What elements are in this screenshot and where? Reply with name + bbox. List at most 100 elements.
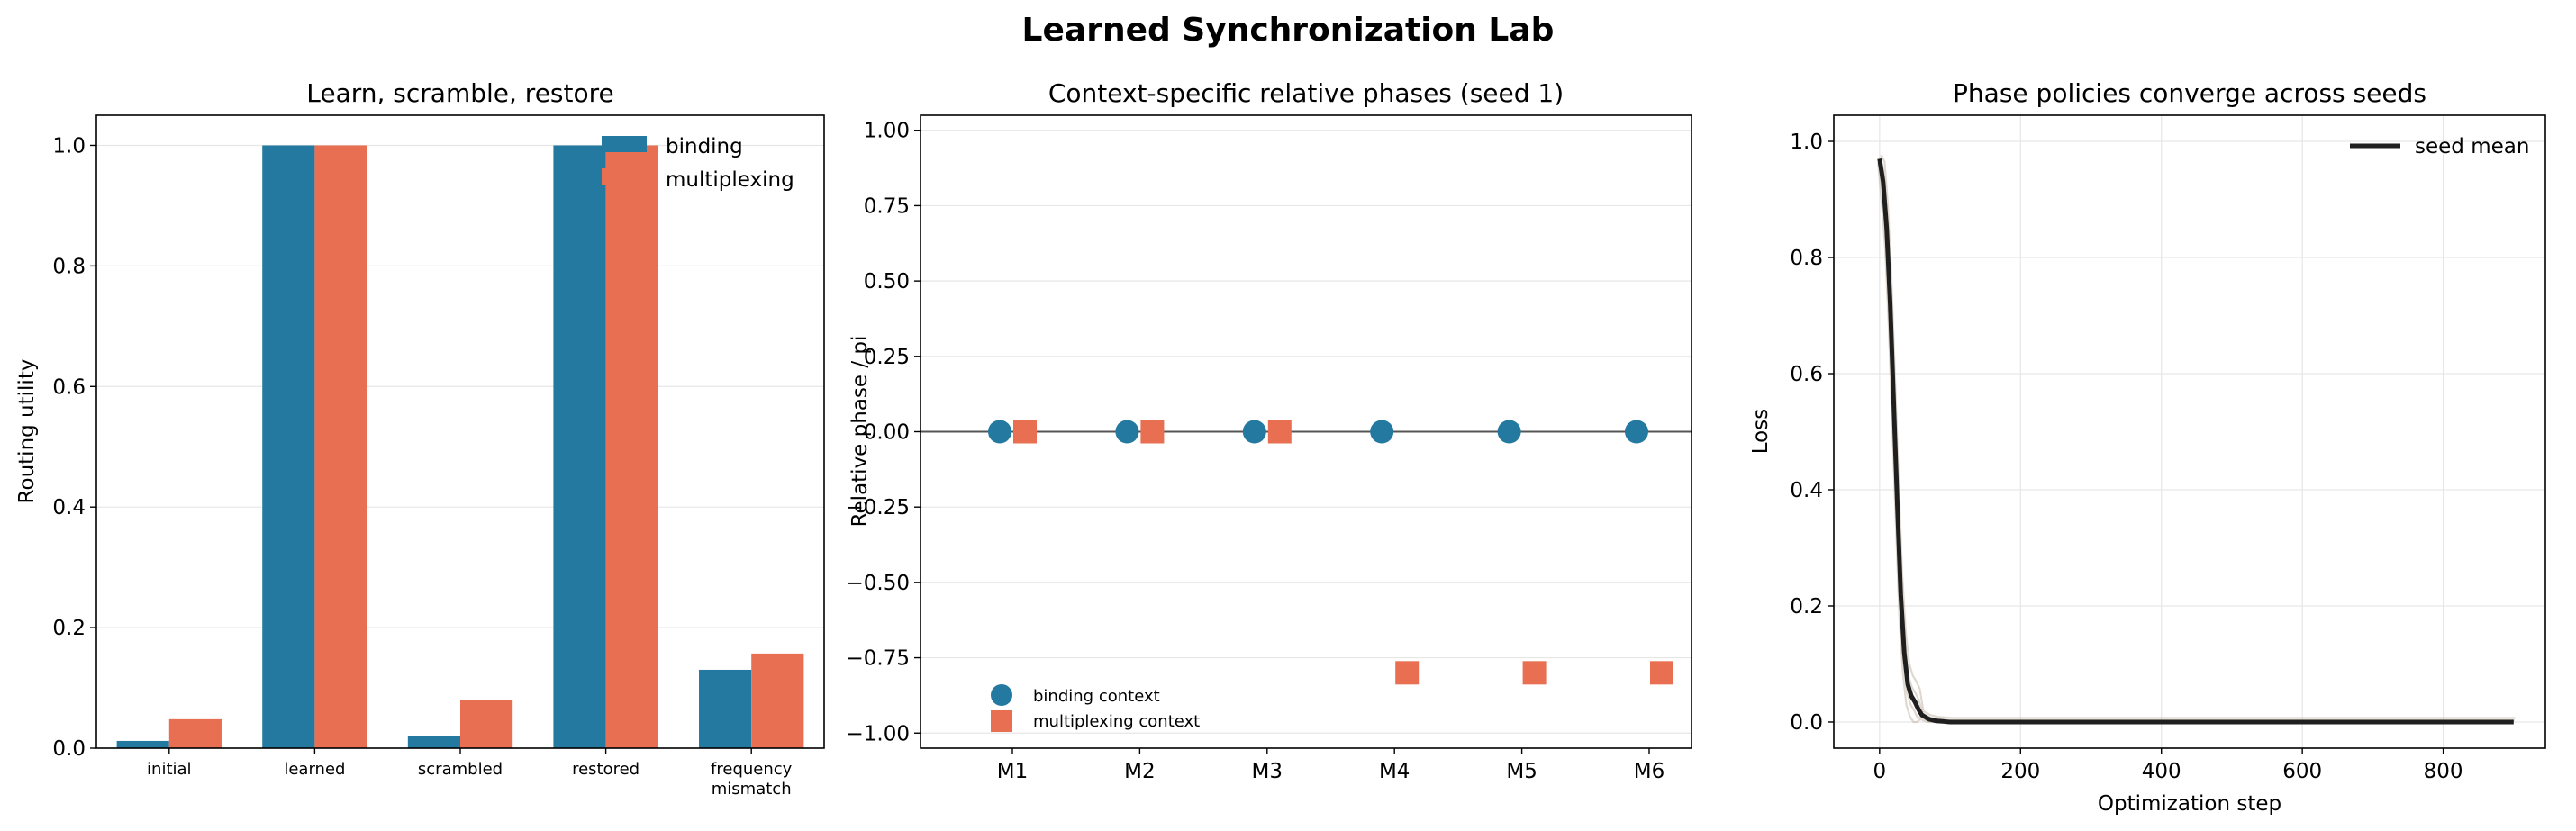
p1-ytick-label: 0.8 xyxy=(52,255,86,278)
p1-ytick-label: 0.4 xyxy=(52,496,86,519)
p2-legend-marker-multiplexing xyxy=(991,710,1012,732)
p2-ytick-label: −1.00 xyxy=(847,722,910,745)
p3-xtick-label: 200 xyxy=(2000,760,2040,783)
bar-multiplexing xyxy=(314,145,367,748)
p3-xtick-label: 0 xyxy=(1873,760,1887,783)
p1-y-ticks: 0.0 0.2 0.4 0.6 0.8 1.0 xyxy=(52,134,96,761)
bar-binding xyxy=(553,145,606,748)
bar-multiplexing xyxy=(605,145,658,748)
point-binding-context xyxy=(1115,420,1139,444)
p1-ytick-label: 0.0 xyxy=(52,737,86,761)
point-binding-context xyxy=(1242,420,1266,444)
p1-xtick-label: scrambled xyxy=(418,760,503,779)
figure-title: Learned Synchronization Lab xyxy=(1022,12,1555,49)
p2-xtick-label: M2 xyxy=(1124,760,1155,783)
p2-xtick-label: M6 xyxy=(1634,760,1664,783)
panel-routing-utility: 0.0 0.2 0.4 0.6 0.8 1.0 initial learned scrambl… xyxy=(15,78,825,799)
seed-trace xyxy=(1878,160,2514,724)
p1-legend-swatch-binding xyxy=(602,136,647,152)
p1-ylabel: Routing utility xyxy=(15,359,39,504)
p2-legend: binding context multiplexing context xyxy=(991,684,1200,732)
p3-ytick-label: 1.0 xyxy=(1790,131,1823,154)
p2-xtick-label: M4 xyxy=(1379,760,1410,783)
panel-relative-phases: 1.00 0.75 0.50 0.25 0.00 −0.25 −0.50 −0.75 −1.00… xyxy=(847,78,1692,783)
p3-seed-mean-line xyxy=(1877,158,2514,725)
p1-axes-frame xyxy=(95,114,825,749)
p2-xtick-label: M5 xyxy=(1506,760,1537,783)
point-binding-context xyxy=(988,420,1011,444)
seed-trace xyxy=(1880,154,2516,719)
point-binding-context xyxy=(1497,420,1521,444)
point-multiplexing-context xyxy=(1267,420,1292,444)
p2-ytick-label: 0.25 xyxy=(864,346,910,369)
point-multiplexing-context xyxy=(1013,420,1037,444)
point-binding-context xyxy=(1625,420,1648,444)
p3-legend: seed mean xyxy=(2350,135,2529,158)
panel-loss-convergence: 0.0 0.2 0.4 0.6 0.8 1.0 0 200 400 600 800 Phase p… xyxy=(1749,78,2546,816)
p1-legend-label-binding: binding xyxy=(666,135,743,158)
p2-legend-marker-binding xyxy=(991,684,1012,706)
p1-xtick-label: learned xyxy=(284,760,345,779)
p1-xtick-label: mismatch xyxy=(712,780,792,799)
bar-binding xyxy=(262,145,315,748)
p3-xtick-label: 600 xyxy=(2282,760,2322,783)
p2-ytick-label: 0.50 xyxy=(864,270,910,294)
p3-xlabel: Optimization step xyxy=(2098,792,2281,816)
p1-bars xyxy=(116,145,804,748)
p3-x-ticks: 0 200 400 600 800 xyxy=(1873,748,2463,783)
p3-ytick-label: 0.8 xyxy=(1790,247,1823,270)
p2-xtick-label: M3 xyxy=(1252,760,1283,783)
p3-ylabel: Loss xyxy=(1749,409,1773,454)
p2-xtick-label: M1 xyxy=(997,760,1028,783)
p3-ytick-label: 0.6 xyxy=(1790,363,1823,386)
p3-ytick-label: 0.2 xyxy=(1790,595,1823,619)
p1-ytick-label: 0.6 xyxy=(52,375,86,399)
seed-trace xyxy=(1879,157,2515,722)
p2-ytick-label: 0.00 xyxy=(864,421,910,445)
p2-title: Context-specific relative phases (seed 1… xyxy=(1048,78,1564,108)
p2-ytick-label: 1.00 xyxy=(864,120,910,143)
p2-y-ticks: 1.00 0.75 0.50 0.25 0.00 −0.25 −0.50 −0.75 −1.00 xyxy=(847,120,921,745)
point-multiplexing-context xyxy=(1650,661,1673,685)
p3-gridlines xyxy=(1834,115,2545,748)
p1-xtick-label: restored xyxy=(572,760,639,779)
p3-ytick-label: 0.0 xyxy=(1790,711,1823,735)
p1-ytick-label: 0.2 xyxy=(52,617,86,640)
p1-gridlines xyxy=(96,144,824,749)
p1-x-ticks: initial learned scrambled restored frequency… xyxy=(147,748,793,799)
p3-title: Phase policies converge across seeds xyxy=(1953,78,2426,108)
seed-trace xyxy=(1877,162,2513,724)
p3-xtick-label: 800 xyxy=(2424,760,2463,783)
point-multiplexing-context xyxy=(1395,661,1420,685)
p2-ytick-label: 0.75 xyxy=(864,194,910,218)
point-multiplexing-context xyxy=(1140,420,1165,444)
p1-ytick-label: 1.0 xyxy=(52,134,86,158)
p2-x-ticks: M1 M2 M3 M4 M5 M6 xyxy=(997,748,1664,783)
p1-legend-swatch-multiplexing xyxy=(602,168,647,185)
point-binding-context xyxy=(1370,420,1394,444)
p3-legend-label: seed mean xyxy=(2415,135,2529,158)
p1-legend: binding multiplexing xyxy=(602,135,794,192)
p2-ytick-label: −0.75 xyxy=(847,647,910,671)
bar-binding xyxy=(116,740,169,748)
p2-points xyxy=(988,420,1673,685)
p2-legend-label-binding: binding context xyxy=(1033,687,1160,706)
bar-binding xyxy=(699,669,752,748)
p3-seed-band xyxy=(1877,154,2516,724)
p1-xtick-label: initial xyxy=(147,760,192,779)
bar-binding xyxy=(407,736,460,748)
p2-ytick-label: −0.50 xyxy=(847,572,910,595)
bar-multiplexing xyxy=(460,700,513,748)
p3-axes-frame xyxy=(1833,114,2546,749)
p2-ylabel: Relative phase / pi xyxy=(848,336,872,528)
p1-xtick-label: frequency xyxy=(711,760,793,779)
bar-multiplexing xyxy=(168,718,222,748)
p2-legend-label-multiplexing: multiplexing context xyxy=(1033,712,1200,731)
bar-multiplexing xyxy=(751,653,804,748)
p2-ytick-label: −0.25 xyxy=(847,496,910,519)
p3-ytick-label: 0.4 xyxy=(1790,479,1823,502)
p3-y-ticks: 0.0 0.2 0.4 0.6 0.8 1.0 xyxy=(1790,131,1834,735)
p1-title: Learn, scramble, restore xyxy=(306,78,614,108)
point-multiplexing-context xyxy=(1522,661,1547,685)
